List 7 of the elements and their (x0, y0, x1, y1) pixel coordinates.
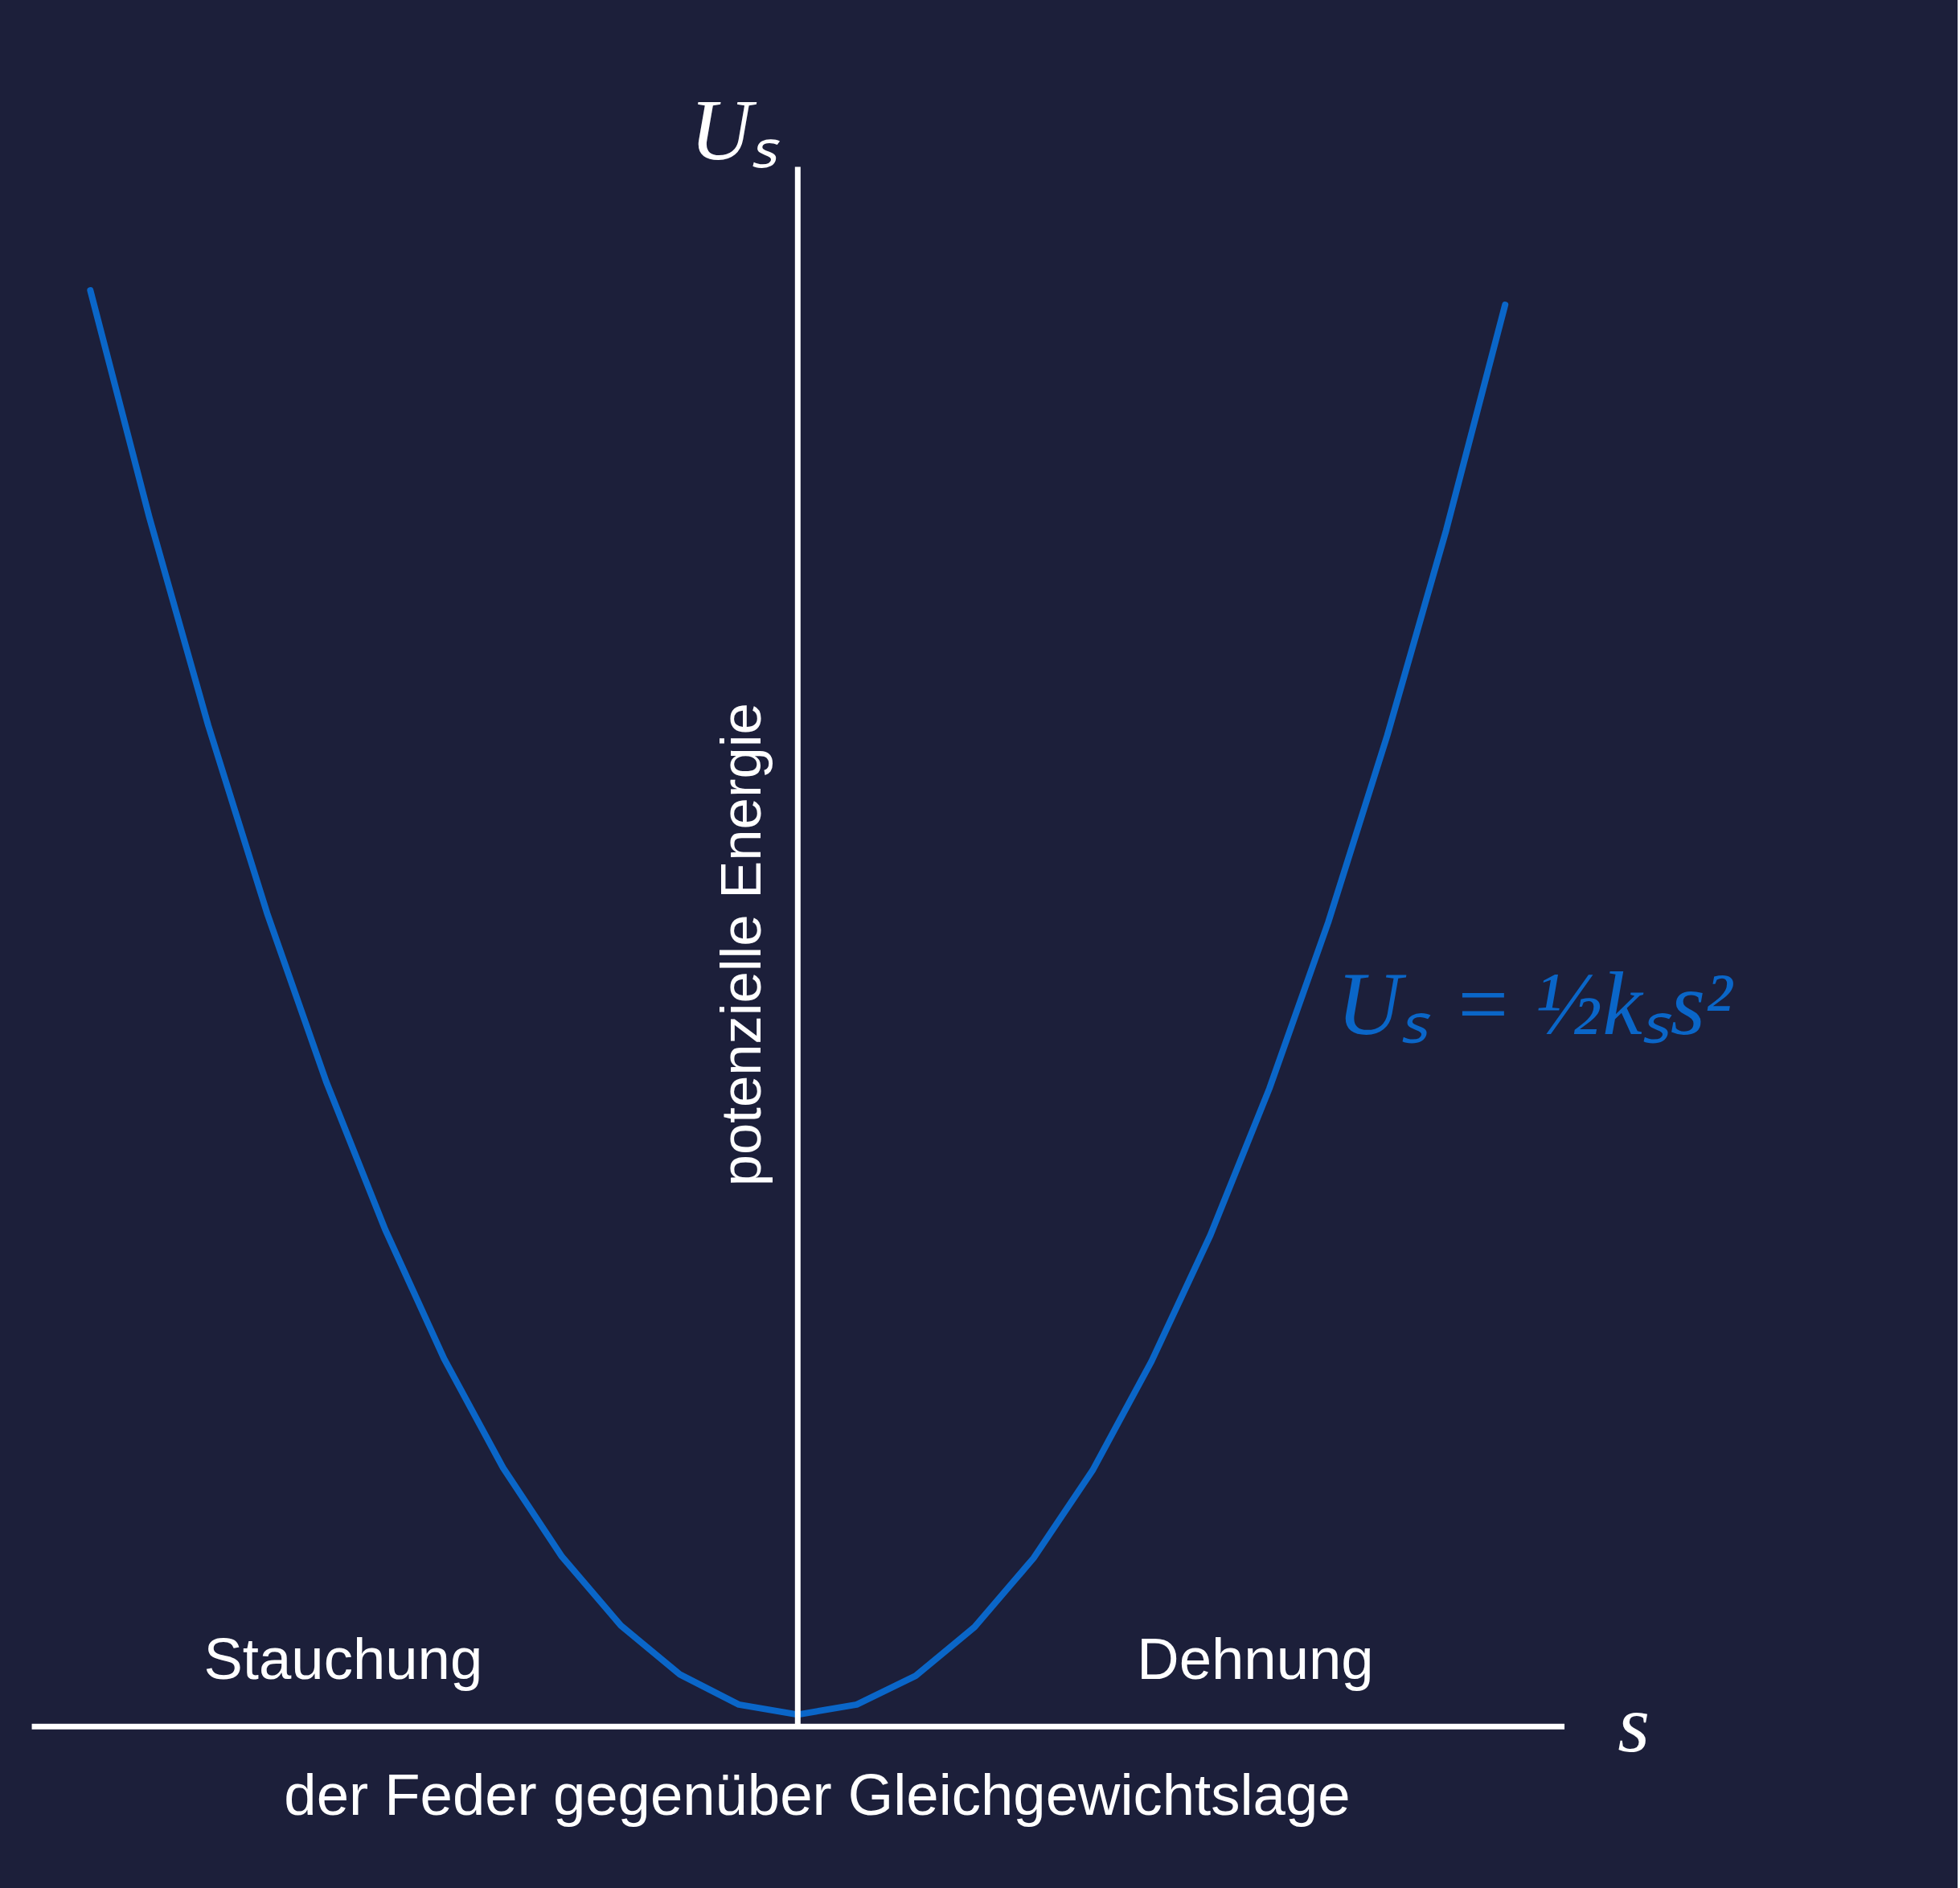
y-axis-title: Uₛ (690, 82, 781, 178)
annotation: potenzielle Energie (709, 703, 773, 1187)
annotation: Uₛ = ½kₛs² (1336, 954, 1734, 1053)
annotation: Dehnung (1137, 1625, 1374, 1691)
text: der Feder gegenüber Gleichgewichtslage (284, 1761, 1351, 1827)
annotation: Stauchung (203, 1625, 483, 1691)
x-axis-title: s (1618, 1677, 1650, 1769)
